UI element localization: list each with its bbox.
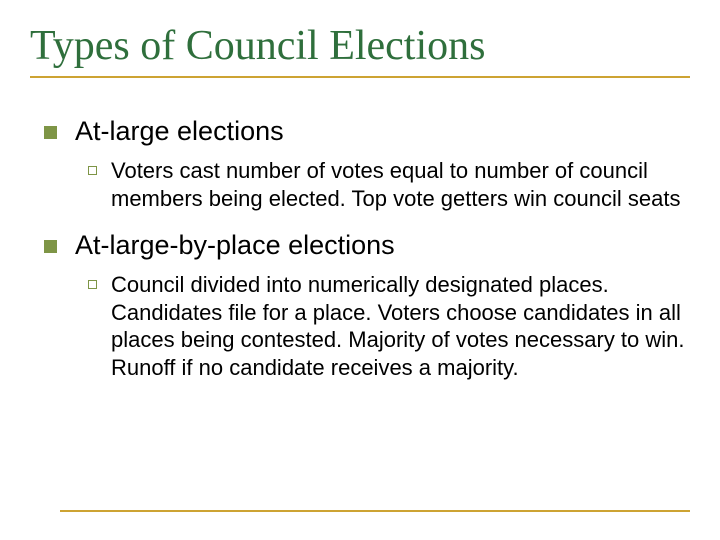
page-title: Types of Council Elections (30, 22, 690, 78)
list-item: Council divided into numerically designa… (88, 271, 690, 381)
sublist: Voters cast number of votes equal to num… (44, 157, 690, 212)
square-bullet-icon (44, 240, 57, 253)
list-item-label: At-large-by-place elections (75, 230, 395, 261)
slide: Types of Council Elections At-large elec… (0, 0, 720, 540)
list-item: At-large elections (44, 116, 690, 147)
content-area: At-large elections Voters cast number of… (30, 116, 690, 381)
list-item-text: Council divided into numerically designa… (111, 271, 690, 381)
hollow-square-bullet-icon (88, 166, 97, 175)
list-item-text: Voters cast number of votes equal to num… (111, 157, 690, 212)
square-bullet-icon (44, 126, 57, 139)
list-item-label: At-large elections (75, 116, 284, 147)
footer-divider (60, 510, 690, 512)
hollow-square-bullet-icon (88, 280, 97, 289)
list-item: At-large-by-place elections (44, 230, 690, 261)
sublist: Council divided into numerically designa… (44, 271, 690, 381)
list-item: Voters cast number of votes equal to num… (88, 157, 690, 212)
